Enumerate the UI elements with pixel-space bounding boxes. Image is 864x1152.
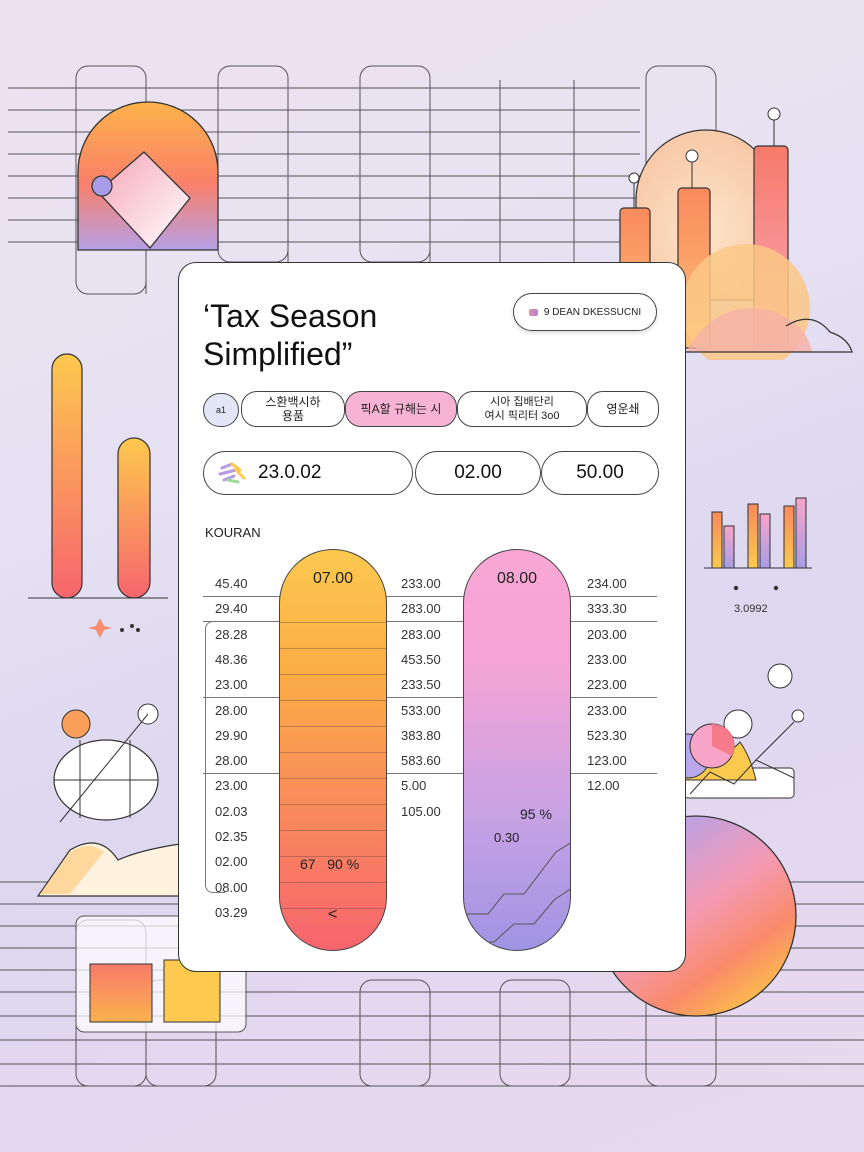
table-cell: 5.00 <box>401 778 427 794</box>
badge-icon <box>528 308 538 316</box>
stat-tertiary[interactable]: 50.00 <box>541 451 659 495</box>
stat-total[interactable]: 23.0.02 <box>203 451 413 495</box>
table-cell: 105.00 <box>401 803 441 819</box>
tab-4[interactable]: 영운쇄 <box>587 391 659 427</box>
left-bar-decoration <box>28 353 168 638</box>
table-cell: 383.80 <box>401 727 441 743</box>
table-cell: 203.00 <box>587 626 627 642</box>
table-cell: 223.00 <box>587 677 627 693</box>
table-cell: 523.30 <box>587 727 627 743</box>
table-cell: 283.00 <box>401 626 441 642</box>
stat-secondary[interactable]: 02.00 <box>415 451 541 495</box>
table-cell: 233.00 <box>587 702 627 718</box>
column-orange[interactable]: 07.00 67 90 % < <box>279 549 387 951</box>
table-cell: 453.50 <box>401 651 441 667</box>
trend-line <box>464 842 570 943</box>
table-cell: 23.00 <box>215 778 248 794</box>
table-cell: 283.00 <box>401 601 441 617</box>
table-cell: 333.30 <box>587 601 627 617</box>
tax-summary-card: ‘Tax Season Simplified” 9 DEAN DKESSUCNI… <box>178 262 686 972</box>
section-label: KOURAN <box>205 525 261 540</box>
column-pink-note-2: 0.30 <box>494 830 520 845</box>
right-bar-decoration <box>704 497 812 591</box>
column-pink-note-1: 95 % <box>520 806 552 822</box>
row-divider <box>203 773 657 774</box>
table-cell: 02.03 <box>215 803 248 819</box>
header-badge[interactable]: 9 DEAN DKESSUCNI <box>513 293 657 331</box>
row-divider <box>203 596 657 597</box>
table-cell: 29.90 <box>215 727 248 743</box>
arch-illustration <box>77 101 219 251</box>
table-cell: 28.00 <box>215 753 248 769</box>
left-bracket <box>205 621 225 893</box>
right-chart-label: 3.0992 <box>734 603 768 615</box>
column-orange-note: 67 90 % <box>300 856 360 872</box>
tab-icon[interactable]: a1 <box>203 393 239 427</box>
tab-2[interactable]: 픽A할 규해는 시 <box>345 391 457 427</box>
circle-grid-decoration <box>36 703 191 897</box>
table-cell: 12.00 <box>587 778 620 794</box>
page-title: ‘Tax Season Simplified” <box>203 298 378 372</box>
table-cell: 28.00 <box>215 702 248 718</box>
column-pink-header: 08.00 <box>496 570 538 587</box>
column-pink[interactable]: 08.00 95 % 0.30 <box>463 549 571 951</box>
sparkle-logo-icon <box>218 462 246 484</box>
table-cell: 533.00 <box>401 702 441 718</box>
table-cell: 45.40 <box>215 576 248 591</box>
table-cell: 233.00 <box>587 651 627 667</box>
table-cell: 48.36 <box>215 651 248 667</box>
column-orange-header: 07.00 <box>312 570 354 587</box>
table-cell: 29.40 <box>215 601 248 617</box>
row-divider <box>203 697 657 698</box>
tab-1[interactable]: 스환백시하 용품 <box>241 391 345 427</box>
table-cell: 28.28 <box>215 626 248 642</box>
table-cell: 23.00 <box>215 677 248 693</box>
table-cell: 02.00 <box>215 854 248 870</box>
collapse-arrow-icon[interactable]: < <box>328 906 338 923</box>
tab-3[interactable]: 시아 집배단리 여시 픽리터 3o0 <box>457 391 587 427</box>
table-cell: 233.00 <box>401 576 441 591</box>
table-cell: 02.35 <box>215 829 248 844</box>
table-cell: 03.29 <box>215 904 248 920</box>
table-cell: 583.60 <box>401 753 441 769</box>
row-divider <box>203 621 657 622</box>
table-cell: 123.00 <box>587 753 627 769</box>
table-cell: 233.50 <box>401 677 441 693</box>
table-cell: 08.00 <box>215 879 248 895</box>
table-cell: 234.00 <box>587 576 627 591</box>
